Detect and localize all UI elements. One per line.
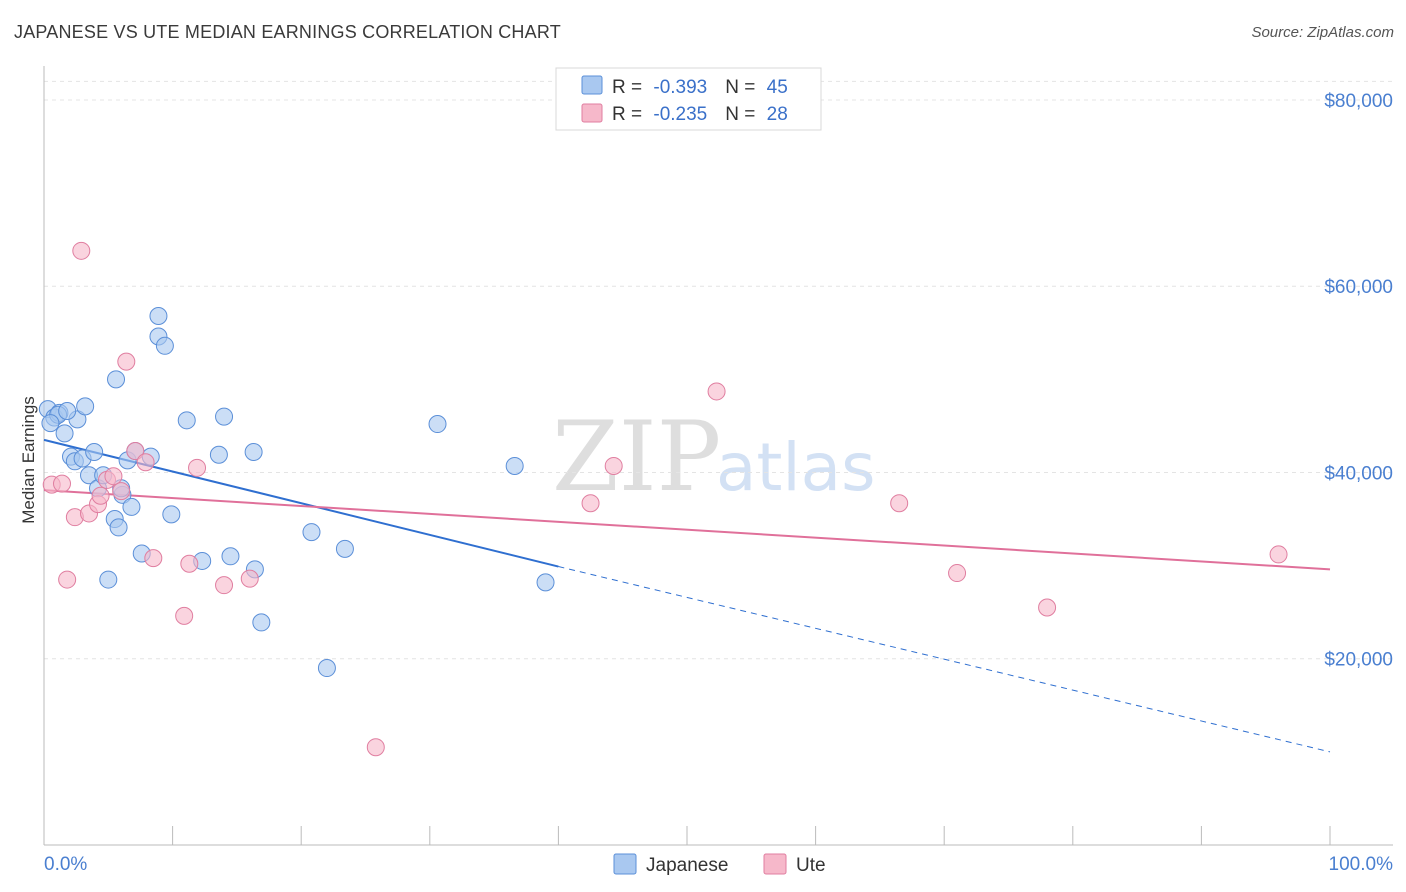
- data-point-ute: [53, 474, 72, 493]
- data-point-japanese: [302, 523, 321, 542]
- trend-line-ute: [43, 489, 1331, 571]
- series-legend: Japanese Ute: [613, 853, 826, 876]
- data-point-japanese: [209, 445, 228, 464]
- data-point-ute: [1269, 545, 1288, 564]
- data-point-japanese: [177, 411, 196, 430]
- stats-n-label: N =: [725, 77, 760, 98]
- y-tick-label: $40,000: [1324, 463, 1393, 484]
- data-point-ute: [1038, 598, 1057, 617]
- data-point-japanese: [428, 415, 447, 434]
- data-points: [38, 241, 1288, 757]
- data-point-ute: [604, 456, 623, 475]
- data-point-ute: [58, 570, 77, 589]
- stats-r-label: R =: [612, 104, 647, 125]
- data-point-japanese: [252, 613, 271, 632]
- stats-row-ute: R = -0.235 N = 28: [612, 104, 788, 125]
- data-point-japanese: [215, 407, 234, 426]
- data-point-ute: [581, 494, 600, 513]
- data-point-japanese: [107, 370, 126, 389]
- data-point-ute: [126, 442, 145, 461]
- legend-label-ute: Ute: [796, 855, 826, 876]
- data-point-ute: [948, 564, 967, 583]
- watermark-atlas: atlas: [716, 429, 876, 506]
- data-point-japanese: [244, 442, 263, 461]
- stats-legend: R = -0.393 N = 45 R = -0.235 N = 28: [555, 67, 822, 131]
- data-point-ute: [175, 606, 194, 625]
- stats-r-value: -0.235: [653, 104, 707, 125]
- stats-swatch-japanese: [581, 75, 603, 95]
- data-point-japanese: [317, 659, 336, 678]
- y-tick-labels: $20,000 $40,000 $60,000 $80,000: [1324, 91, 1393, 671]
- data-point-ute: [112, 482, 131, 501]
- data-point-japanese: [99, 570, 118, 589]
- stats-n-value: 45: [767, 77, 788, 98]
- y-axis-label: Median Earnings: [19, 396, 38, 524]
- y-tick-label: $60,000: [1324, 277, 1393, 298]
- y-tick-label: $80,000: [1324, 91, 1393, 112]
- data-point-japanese: [162, 505, 181, 524]
- watermark-zip: ZIP: [552, 401, 721, 513]
- data-point-japanese: [122, 497, 141, 516]
- stats-r-value: -0.393: [653, 77, 707, 98]
- stats-n-value: 28: [767, 104, 788, 125]
- data-point-japanese: [76, 397, 95, 416]
- axes: [43, 66, 1393, 846]
- data-point-ute: [890, 494, 909, 513]
- stats-row-japanese: R = -0.393 N = 45: [612, 77, 788, 98]
- data-point-ute: [104, 467, 123, 486]
- y-tick-label: $20,000: [1324, 650, 1393, 671]
- legend-label-japanese: Japanese: [646, 855, 728, 876]
- source-label: Source: ZipAtlas.com: [1251, 24, 1394, 41]
- data-point-japanese: [536, 573, 555, 592]
- data-point-japanese: [155, 336, 174, 355]
- data-point-japanese: [58, 402, 77, 421]
- data-point-ute: [136, 453, 155, 472]
- stats-n-label: N =: [725, 104, 760, 125]
- data-point-ute: [188, 458, 207, 477]
- stats-r-label: R =: [612, 77, 647, 98]
- x-tick-label-min: 0.0%: [44, 854, 87, 875]
- legend-swatch-japanese: [613, 853, 637, 875]
- data-point-ute: [240, 569, 259, 588]
- data-point-japanese: [55, 424, 74, 443]
- data-point-japanese: [109, 518, 128, 537]
- data-point-ute: [707, 382, 726, 401]
- data-point-ute: [180, 554, 199, 573]
- data-point-japanese: [149, 307, 168, 326]
- data-point-ute: [117, 352, 136, 371]
- trend-line-japanese-extension: [558, 566, 1331, 753]
- data-point-japanese: [505, 456, 524, 475]
- data-point-ute: [144, 549, 163, 568]
- chart-title: JAPANESE VS UTE MEDIAN EARNINGS CORRELAT…: [14, 22, 561, 42]
- data-point-japanese: [85, 442, 104, 461]
- legend-swatch-ute: [763, 853, 787, 875]
- x-tick-label-max: 100.0%: [1329, 854, 1394, 875]
- data-point-ute: [215, 576, 234, 595]
- data-point-japanese: [221, 547, 240, 566]
- data-point-ute: [366, 738, 385, 757]
- data-point-ute: [72, 241, 91, 260]
- data-point-japanese: [335, 539, 354, 558]
- data-point-japanese: [41, 414, 60, 433]
- data-point-ute: [91, 486, 110, 505]
- stats-swatch-ute: [581, 103, 603, 123]
